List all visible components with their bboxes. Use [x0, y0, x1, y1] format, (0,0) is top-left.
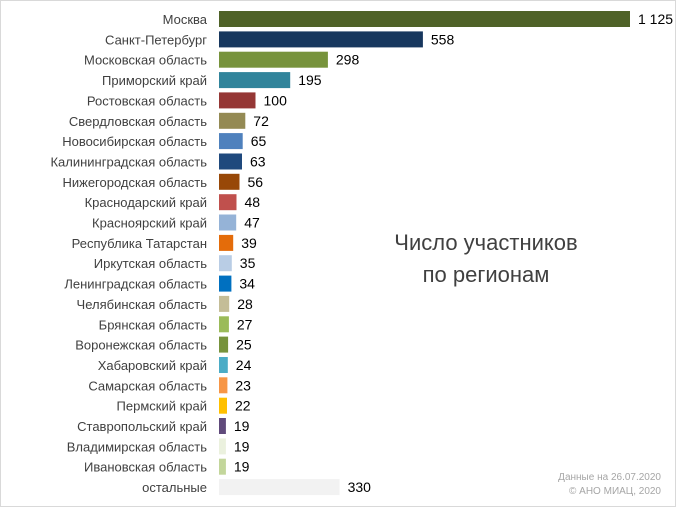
value-label-5: 72: [253, 113, 269, 129]
category-label-7: Калининградская область: [50, 155, 207, 170]
category-label-17: Хабаровский край: [98, 358, 207, 373]
value-label-7: 63: [250, 154, 266, 170]
value-label-3: 195: [298, 72, 322, 88]
bar-2: [219, 51, 328, 68]
category-label-23: остальные: [142, 480, 207, 495]
category-label-4: Ростовская область: [87, 93, 207, 108]
value-label-21: 19: [234, 438, 250, 454]
bar-3: [219, 72, 291, 89]
source-note: Данные на 26.07.2020 © АНО МИАЦ, 2020: [558, 471, 661, 499]
value-label-18: 23: [235, 377, 251, 393]
value-label-17: 24: [236, 357, 252, 373]
chart-title-line-2: по регионам: [422, 262, 550, 287]
category-label-19: Пермский край: [117, 399, 207, 414]
category-label-18: Самарская область: [88, 378, 207, 393]
category-label-21: Владимирская область: [67, 439, 207, 454]
value-label-20: 19: [234, 418, 250, 434]
bar-17: [219, 357, 228, 373]
category-label-10: Красноярский край: [92, 216, 207, 231]
bar-1: [219, 31, 423, 48]
bar-23: [219, 479, 340, 496]
bar-16: [219, 336, 229, 353]
value-label-1: 558: [431, 31, 455, 47]
category-label-2: Московская область: [84, 53, 207, 68]
value-label-4: 100: [264, 92, 288, 108]
bar-12: [219, 255, 232, 272]
value-label-13: 34: [239, 276, 255, 292]
source-date: Данные на 26.07.2020: [558, 472, 661, 483]
value-label-15: 27: [237, 316, 253, 332]
bar-6: [219, 133, 243, 150]
value-label-11: 39: [241, 235, 257, 251]
bar-10: [219, 214, 237, 231]
value-label-23: 330: [348, 479, 372, 495]
bar-4: [219, 92, 256, 109]
bar-18: [219, 377, 228, 394]
bar-9: [219, 194, 237, 211]
category-label-14: Челябинская область: [77, 297, 208, 312]
category-label-1: Санкт-Петербург: [105, 32, 207, 47]
value-label-12: 35: [240, 255, 256, 271]
category-label-3: Приморский край: [102, 73, 207, 88]
category-label-11: Республика Татарстан: [72, 236, 207, 251]
bar-0: [219, 11, 630, 27]
source-copyright: © АНО МИАЦ, 2020: [569, 486, 661, 497]
category-label-5: Свердловская область: [69, 114, 207, 129]
bar-13: [219, 275, 232, 292]
value-label-14: 28: [237, 296, 253, 312]
value-labels: 1 125 558 298 195 100 72 65 63 56 48 47 39 35 34 28 27 2…: [234, 11, 673, 495]
bar-14: [219, 295, 230, 312]
category-label-20: Ставропольский край: [77, 419, 207, 434]
value-label-6: 65: [251, 133, 267, 149]
value-label-16: 25: [236, 337, 252, 353]
bar-5: [219, 112, 246, 129]
category-label-6: Новосибирская область: [62, 134, 207, 149]
bar-22: [219, 458, 226, 475]
chart-title-line-1: Число участников: [394, 230, 578, 255]
category-label-16: Воронежская область: [75, 338, 207, 353]
value-label-0: 1 125: [638, 11, 673, 27]
value-label-2: 298: [336, 52, 360, 68]
category-label-9: Краснодарский край: [85, 195, 207, 210]
category-label-0: Москва: [163, 12, 208, 27]
bars-group: [219, 11, 630, 496]
category-label-13: Ленинградская область: [64, 277, 207, 292]
bar-20: [219, 418, 226, 434]
bar-7: [219, 153, 242, 170]
value-label-9: 48: [245, 194, 261, 210]
value-label-8: 56: [248, 174, 264, 190]
category-label-12: Иркутская область: [94, 256, 207, 271]
category-label-15: Брянская область: [99, 317, 208, 332]
bar-8: [219, 173, 240, 190]
value-label-19: 22: [235, 398, 251, 414]
bar-21: [219, 438, 226, 455]
category-label-22: Ивановская область: [84, 460, 207, 475]
bar-19: [219, 397, 227, 414]
value-label-10: 47: [244, 215, 260, 231]
chart-title: Число участников по регионам: [341, 227, 631, 291]
bar-15: [219, 316, 229, 333]
bar-11: [219, 234, 234, 251]
value-label-22: 19: [234, 459, 250, 475]
category-labels: Москва Санкт-Петербург Московская область П…: [50, 12, 207, 495]
category-label-8: Нижегородская область: [62, 175, 207, 190]
